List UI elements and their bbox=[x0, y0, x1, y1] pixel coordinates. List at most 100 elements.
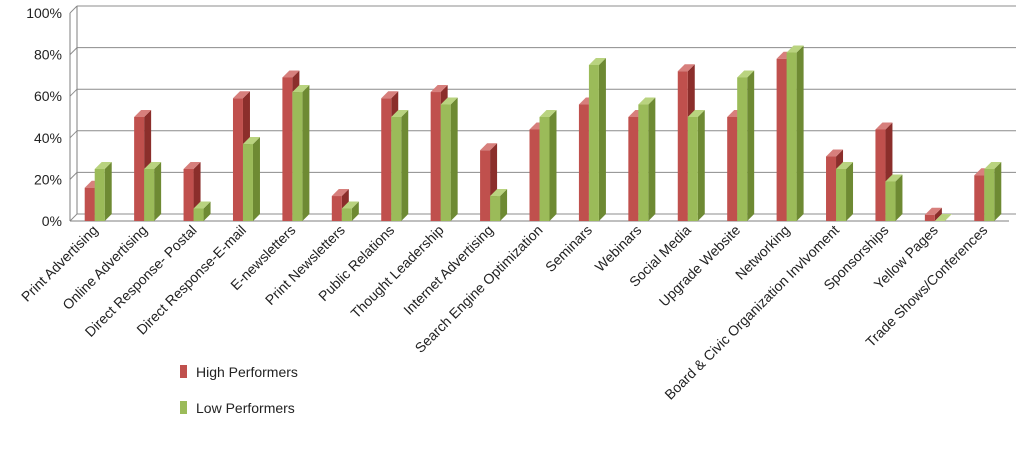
bar-low-10 bbox=[588, 58, 606, 221]
legend-swatch-high bbox=[180, 365, 187, 378]
bar-top bbox=[331, 189, 349, 197]
bar-side bbox=[895, 174, 903, 221]
bar-top bbox=[875, 122, 893, 130]
bar-side bbox=[747, 70, 755, 221]
bar-front bbox=[94, 169, 105, 221]
bar-low-1 bbox=[144, 162, 162, 221]
bar-side bbox=[796, 45, 804, 221]
x-category-label: Seminars bbox=[542, 222, 595, 275]
bar-top bbox=[924, 207, 942, 215]
bar-top bbox=[381, 91, 399, 99]
bar-low-14 bbox=[786, 45, 804, 221]
bar-low-12 bbox=[687, 110, 705, 221]
bar-low-11 bbox=[638, 97, 656, 221]
bar-top bbox=[232, 91, 250, 99]
bar-low-2 bbox=[193, 201, 211, 221]
bar-top bbox=[885, 174, 903, 182]
bar-top bbox=[144, 162, 162, 169]
bar-front bbox=[836, 169, 847, 221]
bar-top bbox=[430, 85, 448, 93]
bar-top bbox=[183, 162, 201, 169]
gridline-depth bbox=[69, 5, 78, 14]
bar-high-17 bbox=[924, 207, 942, 221]
bar-top bbox=[242, 137, 260, 145]
bar-side bbox=[549, 110, 557, 221]
bar-low-8 bbox=[490, 189, 508, 221]
bar-top bbox=[282, 70, 300, 78]
bar-top bbox=[480, 143, 498, 151]
y-tick-label: 20% bbox=[34, 171, 62, 187]
bar-front bbox=[144, 169, 155, 221]
bar-side bbox=[450, 97, 458, 221]
bar-top bbox=[539, 110, 557, 117]
y-tick-label: 40% bbox=[34, 130, 62, 146]
bar-top bbox=[638, 97, 656, 105]
bar-front bbox=[381, 98, 392, 221]
bar-front bbox=[984, 169, 995, 221]
bar-front bbox=[578, 104, 589, 221]
x-category-label: Thought Leadership bbox=[347, 222, 447, 322]
gridline-depth bbox=[69, 88, 78, 97]
gridline-depth bbox=[69, 213, 78, 222]
bar-side bbox=[934, 207, 942, 221]
bar-low-18 bbox=[984, 162, 1002, 221]
y-tick-label: 60% bbox=[34, 88, 62, 104]
bar-low-9 bbox=[539, 110, 557, 221]
bar-low-4 bbox=[292, 85, 310, 221]
bar-top bbox=[786, 45, 804, 53]
bar-top bbox=[737, 70, 755, 78]
bar-side bbox=[203, 201, 211, 221]
bar-top bbox=[984, 162, 1002, 169]
bar-front bbox=[183, 169, 194, 221]
bar-low-15 bbox=[836, 162, 854, 221]
y-tick-label: 80% bbox=[34, 47, 62, 63]
bar-top bbox=[440, 97, 458, 105]
bar-front bbox=[974, 175, 985, 221]
bar-front bbox=[677, 71, 688, 222]
bar-top bbox=[292, 85, 310, 93]
bar-front bbox=[687, 117, 698, 221]
bar-top bbox=[94, 162, 112, 169]
bar-front bbox=[638, 104, 649, 221]
bar-front bbox=[84, 187, 95, 221]
bar-low-17 bbox=[934, 214, 952, 221]
legend-item-high: High Performers bbox=[180, 364, 298, 380]
gridline-depth bbox=[69, 47, 78, 55]
bar-top bbox=[826, 149, 844, 157]
bar-side bbox=[252, 137, 260, 221]
bar-front bbox=[341, 208, 352, 221]
bar-front bbox=[727, 117, 738, 221]
bar-low-5 bbox=[341, 201, 359, 221]
bar-side bbox=[598, 58, 606, 221]
x-category-label: Internet Advertising bbox=[400, 222, 496, 318]
bar-side bbox=[994, 162, 1002, 221]
legend-item-low: Low Performers bbox=[180, 400, 295, 416]
bar-front bbox=[490, 196, 501, 221]
bar-side bbox=[154, 162, 162, 221]
bar-front bbox=[786, 52, 797, 221]
bar-side bbox=[697, 110, 705, 221]
x-category-label: Online Advertising bbox=[59, 222, 150, 313]
bar-front bbox=[539, 117, 550, 221]
bar-front bbox=[826, 156, 837, 221]
gridline-depth bbox=[69, 172, 78, 180]
legend: High Performers Low Performers bbox=[180, 364, 298, 416]
bar-top bbox=[341, 201, 359, 209]
bar-front bbox=[885, 181, 896, 221]
bar-top bbox=[193, 201, 211, 209]
bar-front bbox=[628, 117, 639, 221]
bar-low-13 bbox=[737, 70, 755, 221]
bar-top bbox=[687, 110, 705, 117]
bar-front bbox=[480, 150, 491, 221]
y-tick-label: 100% bbox=[26, 5, 62, 21]
bar-side bbox=[846, 162, 854, 221]
bar-front bbox=[292, 92, 303, 221]
y-tick-label: 0% bbox=[42, 213, 62, 229]
bar-top bbox=[588, 58, 606, 65]
bar-front bbox=[391, 117, 402, 221]
bar-top bbox=[677, 64, 695, 72]
bar-side bbox=[351, 201, 359, 221]
bar-low-6 bbox=[391, 110, 409, 221]
